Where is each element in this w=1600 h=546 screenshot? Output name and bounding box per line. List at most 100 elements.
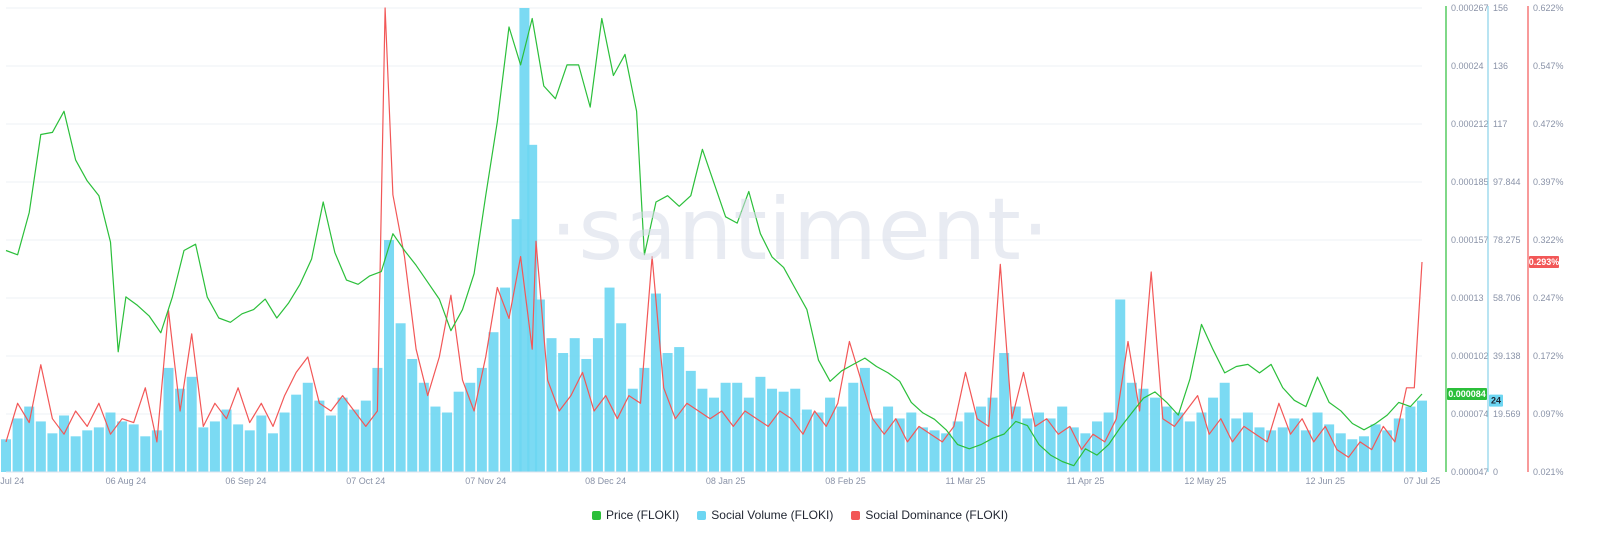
x-tick-label: 08 Feb 25: [825, 476, 866, 486]
social-volume-bar: [662, 353, 673, 472]
social-volume-bar: [82, 430, 93, 472]
price-tick-label: 0.000102: [1451, 351, 1489, 361]
social-volume-bar: [12, 418, 23, 472]
price-current-badge: [1447, 387, 1487, 400]
legend-label-price: Price (FLOKI): [605, 508, 680, 522]
social-volume-bar: [1254, 427, 1265, 472]
legend-label-social-volume: Social Volume (FLOKI): [711, 508, 834, 522]
price-tick-label: 0.000212: [1451, 119, 1489, 129]
dominance-tick-label: 0.097%: [1533, 409, 1564, 419]
legend-item-social-dominance[interactable]: Social Dominance (FLOKI): [851, 508, 1008, 522]
social-volume-bar: [35, 421, 46, 472]
dominance-tick-label: 0.172%: [1533, 351, 1564, 361]
social-volume-bar: [256, 415, 267, 472]
social-volume-bar: [465, 382, 476, 472]
dominance-tick-label: 0.472%: [1533, 119, 1564, 129]
social-volume-bar: [1173, 412, 1184, 472]
legend-swatch-social-volume: [697, 510, 707, 520]
social-volume-bar: [732, 382, 743, 472]
social-volume-bar: [581, 358, 592, 472]
social-volume-bar: [906, 412, 917, 472]
dominance-tick-label: 0.021%: [1533, 467, 1564, 477]
social-volume-bar: [1068, 427, 1079, 472]
social-volume-bar: [325, 415, 336, 472]
social-volume-bar: [1103, 412, 1114, 472]
social-volume-bar: [917, 427, 928, 472]
legend-swatch-price: [591, 510, 601, 520]
social-volume-bar: [302, 382, 313, 472]
social-volume-bar: [519, 8, 530, 472]
social-volume-bar: [1312, 412, 1323, 472]
social-volume-bar: [1417, 400, 1427, 472]
social-volume-bar: [1231, 418, 1242, 472]
volume-tick-label: 78.275: [1493, 235, 1521, 245]
social-volume-bar: [360, 400, 371, 472]
social-volume-bar: [442, 412, 453, 472]
social-volume-bar: [372, 367, 383, 472]
social-volume-bar: [1115, 299, 1126, 472]
social-volume-bar: [987, 397, 998, 472]
volume-tick-label: 156: [1493, 3, 1508, 13]
social-volume-bar: [1138, 388, 1149, 472]
volume-tick-label: 97.844: [1493, 177, 1521, 187]
social-volume-bar: [1150, 397, 1161, 472]
x-tick-label: 07 Nov 24: [465, 476, 506, 486]
social-volume-bar: [1080, 433, 1091, 472]
social-volume-bar: [1358, 436, 1369, 472]
x-tick-label: 06 Aug 24: [106, 476, 147, 486]
social-volume-bar: [395, 323, 406, 472]
volume-tick-label: 58.706: [1493, 293, 1521, 303]
social-volume-bar: [105, 412, 116, 472]
x-tick-label: 12 Jun 25: [1306, 476, 1346, 486]
social-volume-bar: [430, 406, 441, 472]
price-tick-label: 0.00024: [1451, 61, 1484, 71]
social-volume-bar: [604, 287, 615, 472]
social-volume-bar: [337, 397, 348, 472]
social-volume-bar: [616, 323, 627, 472]
social-volume-bar: [267, 433, 278, 472]
legend-label-social-dominance: Social Dominance (FLOKI): [865, 508, 1009, 522]
social-volume-bar: [674, 347, 685, 472]
social-volume-bar: [743, 397, 754, 472]
dominance-current-badge-label: 0.293%: [1529, 257, 1560, 267]
social-volume-bar: [1033, 412, 1044, 472]
social-volume-bar: [1300, 430, 1311, 472]
social-volume-bar: [1092, 421, 1103, 472]
volume-tick-label: 117: [1493, 119, 1507, 129]
social-volume-bar: [418, 382, 429, 472]
legend-item-social-volume[interactable]: Social Volume (FLOKI): [697, 508, 833, 522]
social-volume-bar: [1126, 382, 1137, 472]
social-volume-bar: [1289, 418, 1300, 472]
social-volume-bar: [964, 412, 975, 472]
social-volume-bar: [767, 388, 778, 472]
price-tick-label: 0.000157: [1451, 235, 1489, 245]
social-volume-bar: [1266, 430, 1277, 472]
dominance-tick-label: 0.622%: [1533, 3, 1564, 13]
x-tick-label: 07 Oct 24: [346, 476, 385, 486]
social-volume-bar: [569, 338, 580, 472]
x-tick-label: 07 Jul 25: [1404, 476, 1441, 486]
x-tick-label: 11 Mar 25: [946, 476, 986, 486]
social-volume-bar: [233, 424, 244, 472]
legend: Price (FLOKI) Social Volume (FLOKI) Soci…: [0, 508, 1600, 522]
social-volume-bar: [848, 382, 859, 472]
social-volume-bar: [836, 406, 847, 472]
price-tick-label: 0.00013: [1451, 293, 1484, 303]
social-volume-bar: [1208, 397, 1219, 472]
dominance-tick-label: 0.322%: [1533, 235, 1564, 245]
social-volume-bar: [291, 394, 302, 472]
volume-tick-label: 39.138: [1493, 351, 1521, 361]
social-volume-bar: [198, 427, 209, 472]
legend-item-price[interactable]: Price (FLOKI): [591, 508, 680, 522]
social-volume-bar: [1277, 427, 1288, 472]
volume-tick-label: 136: [1493, 61, 1508, 71]
social-volume-bar: [813, 412, 824, 472]
social-volume-bar: [1242, 412, 1253, 472]
price-line: [5, 17, 1423, 467]
x-tick-label: 08 Jan 25: [706, 476, 746, 486]
social-volume-bar: [755, 376, 766, 472]
social-volume-bar: [627, 388, 638, 472]
social-volume-bar: [453, 391, 464, 472]
